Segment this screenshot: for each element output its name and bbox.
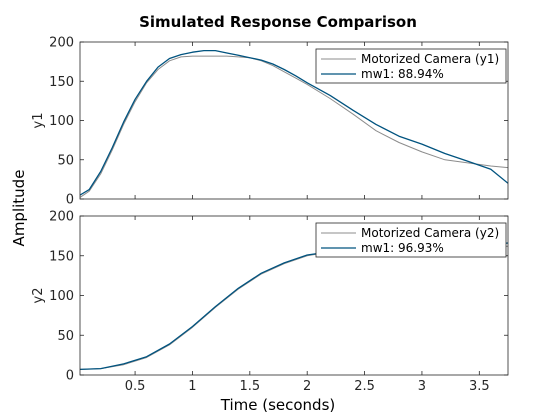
series-line-model [80, 49, 508, 196]
y-tick-label: 100 [49, 289, 74, 304]
y-tick-label: 50 [57, 329, 74, 344]
panel-y-label: y2 [31, 288, 46, 304]
x-tick-label: 2 [303, 379, 311, 394]
legend: Motorized Camera (y2)mw1: 96.93% [315, 222, 507, 258]
y-axis-label: Amplitude [10, 170, 28, 247]
y-tick-label: 50 [57, 153, 74, 168]
y-tick-label: 0 [66, 193, 74, 208]
y-tick-label: 150 [49, 75, 74, 90]
x-tick-label: 0.5 [125, 379, 146, 394]
legend-label: mw1: 96.93% [361, 241, 444, 255]
y-tick-label: 0 [66, 369, 74, 384]
x-axis-label: Time (seconds) [220, 396, 336, 414]
y-tick-label: 100 [49, 114, 74, 129]
y-tick-label: 200 [49, 210, 74, 225]
series-line-measured [80, 55, 508, 198]
legend: Motorized Camera (y1)mw1: 88.94% [315, 48, 507, 84]
panel-y-label: y1 [31, 113, 46, 129]
panel-2: 0 50 100 150 200 0.5 1 1.5 2 2.5 3 3.5 y2 Motorized C… [31, 210, 509, 394]
y-tick-label: 200 [49, 36, 74, 51]
chart-title: Simulated Response Comparison [139, 13, 417, 31]
legend-label: Motorized Camera (y1) [361, 52, 499, 66]
panel-1: 0 50 100 150 200 y1 Motorized Camera (y1)mw1: … [31, 36, 509, 208]
legend-label: Motorized Camera (y2) [361, 226, 499, 240]
axes-frame [79, 41, 509, 200]
x-tick-label: 1.5 [239, 379, 260, 394]
legend-box [315, 222, 507, 258]
axes-frame [79, 215, 509, 376]
x-tick-label: 3 [418, 379, 426, 394]
series-lines [80, 49, 508, 198]
legend-box [315, 48, 507, 84]
x-tick-label: 3.5 [469, 379, 490, 394]
x-tick-label: 1 [188, 379, 196, 394]
legend-label: mw1: 88.94% [361, 67, 444, 81]
x-tick-label: 2.5 [354, 379, 375, 394]
y-tick-label: 150 [49, 249, 74, 264]
